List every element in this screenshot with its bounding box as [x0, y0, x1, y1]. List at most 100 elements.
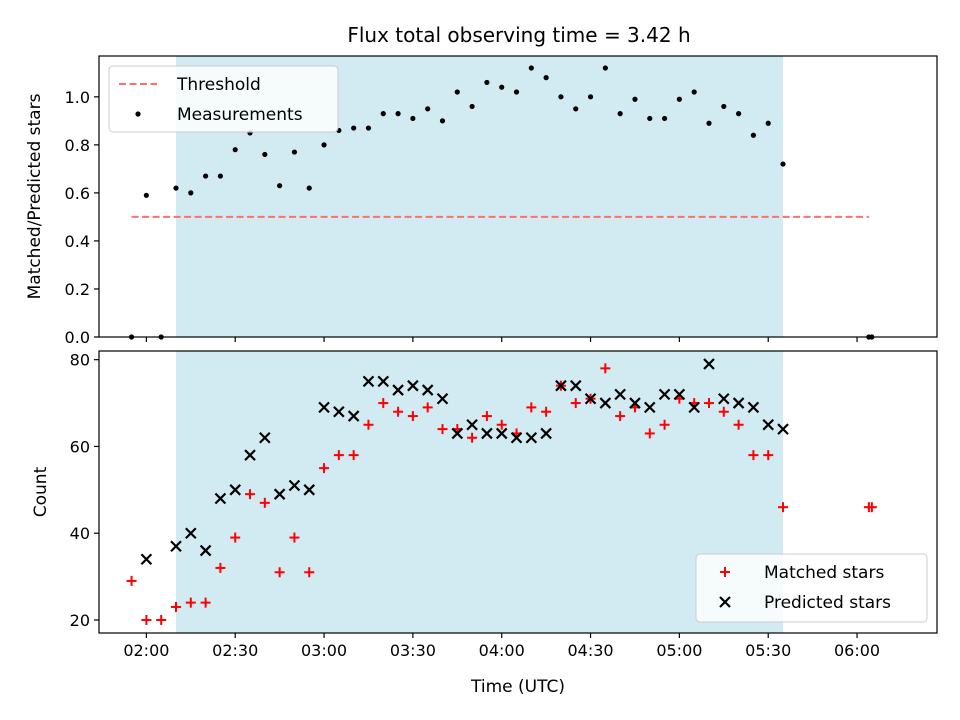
matched-star-point	[393, 406, 404, 417]
measurement-point	[528, 65, 534, 71]
x-axis-label: Time (UTC)	[470, 677, 565, 697]
measurement-point	[277, 183, 283, 189]
measurement-point	[661, 115, 668, 122]
top-y-tick-label: 0.8	[65, 136, 90, 155]
bottom-x-tick-label: 02:30	[212, 641, 258, 660]
predicted-star-point	[451, 427, 464, 440]
bottom-panel: 20 40 60 80 02:00 02:30 03:00 03:30 04:00 04:30 05…	[31, 350, 938, 660]
bottom-y-tick-label: 60	[70, 437, 90, 456]
measurement-point	[143, 192, 149, 198]
bottom-x-tick-label: 06:00	[834, 641, 880, 660]
measurement-point	[439, 118, 446, 124]
measurement-point	[780, 161, 786, 167]
measurement-point	[203, 173, 209, 179]
predicted-star-point	[199, 544, 212, 557]
measurement-point	[454, 89, 460, 95]
matched-star-point	[363, 419, 374, 430]
matched-star-point	[733, 419, 744, 430]
matched-star-point	[170, 601, 181, 612]
predicted-star-point	[185, 527, 197, 539]
top-y-axis-label: Matched/Predicted stars	[25, 93, 45, 299]
predicted-star-point	[140, 553, 153, 566]
measurement-point	[484, 79, 490, 86]
matched-star-point	[541, 406, 552, 417]
matched-star-point	[274, 567, 285, 578]
measurement-point	[765, 120, 771, 126]
legend-predicted-label: Predicted stars	[764, 593, 891, 613]
predicted-star-point	[599, 397, 612, 409]
legend-predicted-marker	[719, 596, 731, 608]
matched-star-point	[659, 419, 670, 430]
figure-title: Flux total observing time = 3.42 h	[347, 23, 690, 47]
measurement-point	[513, 89, 520, 95]
matched-star-point	[703, 398, 714, 409]
predicted-star-point	[170, 540, 182, 553]
measurement-point	[573, 106, 579, 112]
predicted-star-point	[436, 392, 449, 405]
predicted-star-point	[495, 427, 508, 440]
matched-star-point	[378, 398, 389, 409]
matched-star-point	[644, 428, 655, 439]
measurement-point	[425, 106, 431, 112]
measurement-point	[750, 132, 757, 138]
measurement-point	[291, 149, 298, 155]
predicted-star-point	[377, 375, 390, 388]
matched-star-point	[778, 502, 789, 513]
predicted-star-point	[214, 492, 227, 505]
measurement-point	[188, 190, 194, 196]
predicted-star-point	[629, 397, 641, 409]
measurement-point	[380, 111, 386, 117]
predicted-star-point	[777, 423, 789, 435]
bottom-legend-box	[695, 553, 928, 623]
predicted-star-point	[273, 488, 286, 500]
matched-star-point	[422, 402, 433, 413]
measurement-point	[469, 103, 475, 110]
predicted-star-point	[510, 431, 523, 444]
bottom-series-x	[140, 358, 789, 566]
matched-star-point	[748, 450, 759, 461]
top-y-tick-label: 0.2	[65, 280, 90, 299]
matched-star-point	[407, 411, 418, 422]
bottom-y-axis-label: Count	[31, 466, 51, 517]
predicted-star-point	[318, 401, 330, 414]
top-y-tick-label: 1.0	[65, 88, 90, 107]
predicted-star-point	[555, 379, 567, 392]
matched-star-point	[437, 424, 448, 435]
matched-star-point	[570, 398, 581, 409]
measurement-point	[351, 125, 357, 131]
predicted-star-point	[673, 388, 686, 401]
predicted-star-point	[303, 484, 316, 496]
bottom-x-tick-label: 04:30	[567, 641, 613, 660]
measurement-point	[395, 111, 401, 117]
predicted-star-point	[569, 379, 582, 392]
bottom-shaded-interval	[175, 351, 784, 633]
predicted-star-point	[333, 405, 345, 418]
predicted-star-point	[347, 410, 360, 422]
matched-star-point	[481, 411, 492, 422]
measurement-point	[647, 115, 653, 122]
bottom-axes-frame	[98, 350, 938, 634]
measurement-point	[587, 94, 594, 100]
predicted-star-point	[732, 397, 745, 409]
measurement-point	[691, 89, 697, 95]
measurement-point	[499, 84, 505, 90]
measurement-point	[706, 120, 712, 126]
predicted-star-point	[466, 418, 478, 431]
measurement-point	[365, 125, 372, 131]
matched-star-point	[718, 406, 729, 417]
matched-star-point	[185, 597, 196, 608]
measurement-point	[632, 96, 638, 102]
matched-star-point	[215, 562, 226, 573]
measurement-point	[721, 103, 727, 110]
legend-threshold-label: Threshold	[176, 75, 261, 95]
predicted-star-point	[288, 479, 301, 492]
predicted-star-point	[540, 427, 552, 440]
matched-star-point	[467, 432, 478, 443]
measurement-point	[736, 111, 742, 117]
matched-star-point	[259, 497, 270, 508]
matched-star-point	[763, 450, 774, 461]
predicted-star-point	[718, 392, 730, 405]
matched-star-point	[866, 502, 877, 513]
measurement-point	[543, 75, 549, 81]
